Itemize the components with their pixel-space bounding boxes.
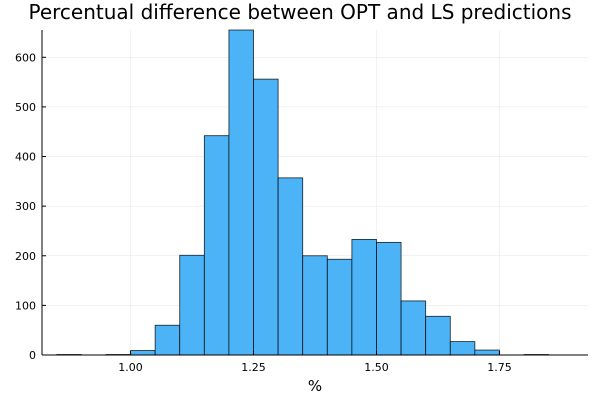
axes: [41, 30, 588, 356]
histogram-bar: [228, 29, 254, 356]
y-tick-label: 300: [15, 200, 36, 213]
histogram-bar: [154, 324, 181, 356]
histogram-bar: [400, 300, 427, 356]
histogram-bar: [449, 341, 476, 356]
histogram-bar: [326, 258, 353, 356]
histogram-bar: [253, 78, 279, 356]
y-tick-label: 100: [15, 299, 36, 312]
histogram-bars: [56, 29, 574, 356]
histogram-bar: [302, 255, 328, 356]
chart-title: Percentual difference between OPT and LS…: [28, 0, 572, 24]
x-tick-label: 1.25: [241, 361, 266, 374]
histogram-bar: [130, 350, 156, 356]
grid-lines: [42, 30, 588, 356]
y-tick-label: 600: [15, 51, 36, 64]
y-tick-label: 0: [29, 349, 36, 362]
y-tick-label: 200: [15, 250, 36, 263]
histogram-bar: [474, 349, 500, 356]
x-axis-label: %: [307, 377, 323, 395]
histogram-bar: [179, 254, 205, 356]
y-tick-label: 400: [15, 151, 36, 164]
tick-labels: 1.00 1.25 1.50 1.75 0 100 200 300 400 500 600: [15, 51, 512, 374]
histogram-bar: [376, 241, 402, 356]
x-tick-label: 1.50: [364, 361, 389, 374]
histogram-bar: [277, 177, 304, 356]
histogram-bar: [203, 135, 230, 356]
histogram-bar: [351, 238, 377, 356]
x-tick-label: 1.75: [487, 361, 512, 374]
x-tick-label: 1.00: [118, 361, 143, 374]
histogram-bar: [425, 315, 451, 356]
y-tick-label: 500: [15, 101, 36, 114]
